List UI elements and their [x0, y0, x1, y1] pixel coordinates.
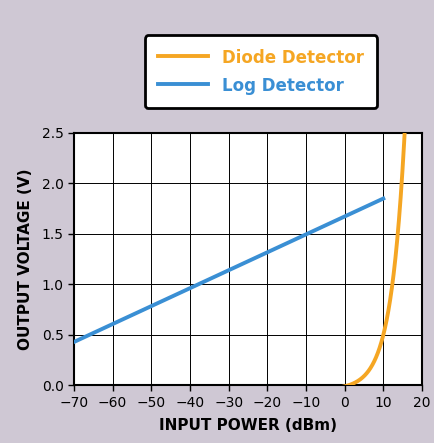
X-axis label: INPUT POWER (dBm): INPUT POWER (dBm): [158, 418, 336, 433]
Legend: Diode Detector, Log Detector: Diode Detector, Log Detector: [145, 35, 376, 108]
Y-axis label: OUTPUT VOLTAGE (V): OUTPUT VOLTAGE (V): [18, 168, 33, 350]
